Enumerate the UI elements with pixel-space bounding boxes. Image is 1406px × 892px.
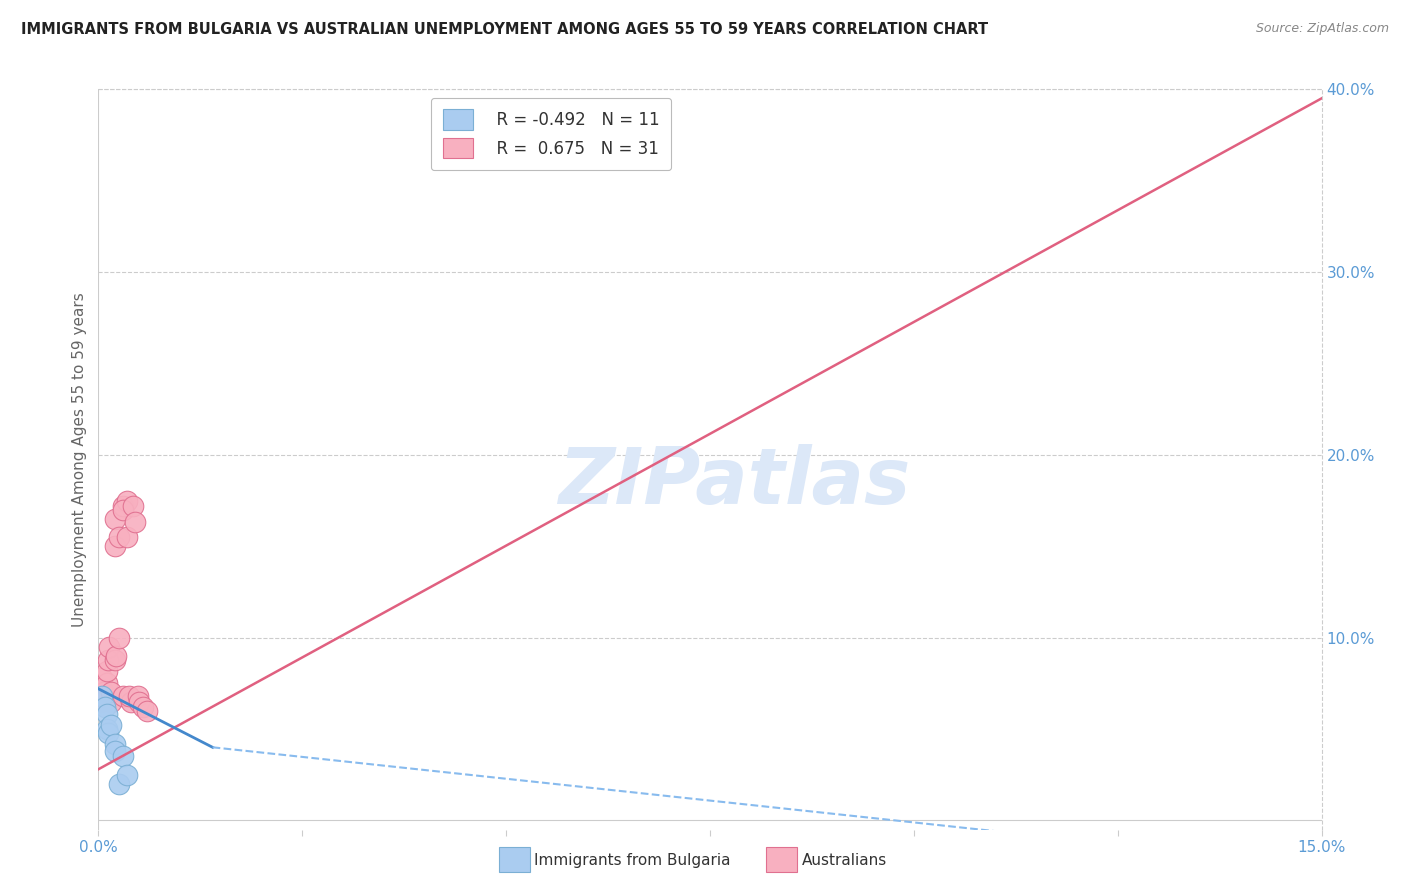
Point	[115, 493, 138, 508]
Point	[104, 744, 127, 758]
Point	[111, 689, 134, 703]
Point	[96, 707, 118, 722]
Point	[104, 512, 127, 526]
Point	[100, 718, 122, 732]
Point	[115, 768, 138, 782]
Point	[100, 685, 122, 699]
Point	[108, 777, 131, 791]
Point	[111, 499, 134, 513]
Point	[98, 640, 121, 654]
Point	[104, 737, 127, 751]
Text: Australians: Australians	[801, 853, 887, 868]
Point	[105, 648, 128, 663]
Point	[97, 725, 120, 739]
Point	[115, 530, 138, 544]
Point	[96, 689, 118, 703]
Point	[136, 704, 159, 718]
Point	[128, 695, 150, 709]
Point	[90, 689, 112, 703]
Point	[111, 502, 134, 516]
Text: Immigrants from Bulgaria: Immigrants from Bulgaria	[534, 853, 731, 868]
Point	[108, 631, 131, 645]
Point	[89, 695, 111, 709]
Text: ZIPatlas: ZIPatlas	[558, 443, 911, 520]
Point	[111, 749, 134, 764]
Point	[132, 700, 155, 714]
Point	[118, 689, 141, 703]
Point	[108, 530, 131, 544]
Point	[93, 685, 115, 699]
Point	[121, 499, 143, 513]
Point	[96, 676, 118, 690]
Text: Source: ZipAtlas.com: Source: ZipAtlas.com	[1256, 22, 1389, 36]
Point	[91, 681, 114, 696]
Text: IMMIGRANTS FROM BULGARIA VS AUSTRALIAN UNEMPLOYMENT AMONG AGES 55 TO 59 YEARS CO: IMMIGRANTS FROM BULGARIA VS AUSTRALIAN U…	[21, 22, 988, 37]
Point	[104, 539, 127, 553]
Point	[96, 722, 118, 736]
Point	[120, 695, 142, 709]
Point	[104, 652, 127, 666]
Y-axis label: Unemployment Among Ages 55 to 59 years: Unemployment Among Ages 55 to 59 years	[72, 292, 87, 627]
Point	[91, 671, 114, 685]
Point	[97, 652, 120, 666]
Point	[91, 689, 114, 703]
Legend:   R = -0.492   N = 11,   R =  0.675   N = 31: R = -0.492 N = 11, R = 0.675 N = 31	[430, 97, 671, 169]
Point	[127, 689, 149, 703]
Point	[124, 516, 146, 530]
Point	[96, 664, 118, 678]
Point	[100, 695, 122, 709]
Point	[94, 700, 117, 714]
